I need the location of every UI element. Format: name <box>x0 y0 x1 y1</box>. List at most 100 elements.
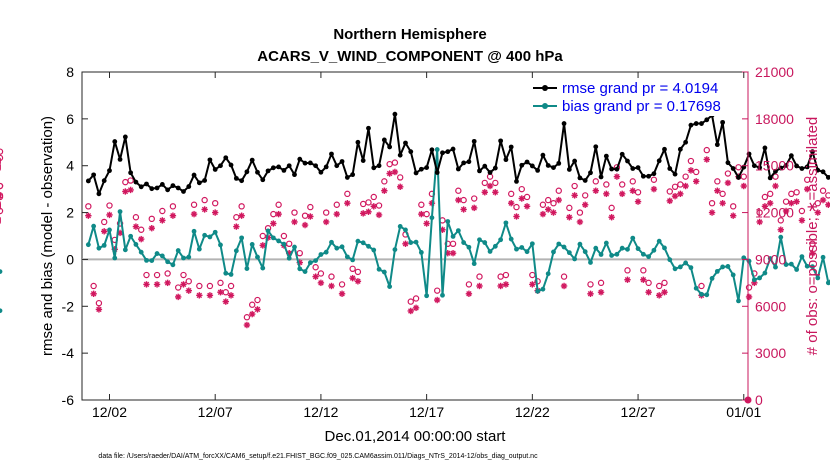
obs-assimilated-point <box>190 210 198 218</box>
y-right-tick-label: 12000 <box>755 205 794 221</box>
obs-assimilated-point <box>634 198 642 205</box>
obs-possible-point <box>196 282 203 290</box>
obs-possible-point <box>555 187 562 194</box>
bias-point <box>751 277 757 283</box>
obs-possible-point <box>793 189 800 196</box>
x-tick-label: 12/02 <box>92 404 127 420</box>
bias-point <box>445 219 451 224</box>
bias-point <box>196 246 202 252</box>
bias-point <box>503 220 509 226</box>
obs-possible-point <box>767 190 774 198</box>
obs-assimilated-point <box>301 221 309 229</box>
rmse-point <box>582 178 588 183</box>
bias-point <box>297 266 303 272</box>
bias-point <box>762 270 768 276</box>
bias-point <box>810 264 815 270</box>
obs-possible-point <box>587 281 594 288</box>
obs-assimilated-point <box>566 214 573 221</box>
rmse-point <box>265 168 271 174</box>
rmse-point <box>693 121 699 126</box>
obs-assimilated-point <box>555 196 562 204</box>
bias-point <box>730 272 736 278</box>
bias-point <box>524 249 530 255</box>
bias-point <box>344 254 350 260</box>
obs-assimilated-point <box>375 211 383 219</box>
bias-point <box>677 264 683 270</box>
bias-point <box>736 298 741 304</box>
obs-assimilated-point <box>576 218 584 226</box>
obs-assimilated-point <box>782 207 790 215</box>
rmse-point <box>445 149 451 155</box>
rmse-point <box>376 163 382 169</box>
x-axis-label: Dec.01,2014 00:00:00 start <box>325 428 507 445</box>
obs-possible-point <box>624 267 631 274</box>
obs-possible-point <box>137 226 145 233</box>
obs-possible-point <box>291 209 298 216</box>
rmse-point <box>794 163 800 169</box>
bias-point <box>339 244 345 250</box>
y-tick-label: 2 <box>66 205 74 221</box>
rmse-point <box>688 122 694 128</box>
bias-point <box>138 249 144 255</box>
bias-point <box>646 254 652 260</box>
bias-point <box>704 292 710 298</box>
bias-point <box>720 264 726 270</box>
obs-possible-point <box>201 196 208 204</box>
obs-assimilated-point <box>243 321 251 329</box>
chart-subtitle: ACARS_V_WIND_COMPONENT @ 400 hPa <box>257 48 563 65</box>
obs-assimilated-point <box>391 168 399 176</box>
obs-assimilated-point <box>708 209 716 216</box>
rmse-point <box>212 167 218 172</box>
rmse-point <box>466 159 472 165</box>
rmse-point <box>757 165 763 170</box>
bias-point <box>392 247 398 252</box>
rmse-point <box>778 165 784 171</box>
obs-possible-point <box>471 195 478 202</box>
bias-point <box>186 254 192 260</box>
obs-possible-point <box>576 209 584 216</box>
obs-possible-point <box>206 282 214 290</box>
bias-point <box>529 241 535 247</box>
obs-assimilated-point <box>804 185 811 193</box>
obs-possible-point <box>418 201 425 208</box>
obs-possible-point <box>0 148 4 155</box>
bias-point <box>281 241 287 247</box>
rmse-point <box>492 165 498 171</box>
obs-possible-point <box>434 287 441 294</box>
obs-possible-point <box>85 203 92 210</box>
obs-assimilated-point <box>164 279 171 287</box>
data-file-footer: data file: /Users/raeder/DAI/ATM_forcXX/… <box>98 453 538 460</box>
obs-possible-point <box>745 284 753 291</box>
y-tick-label: -2 <box>62 298 75 314</box>
bias-point <box>477 237 482 243</box>
rmse-point <box>825 175 830 180</box>
rmse-point <box>170 183 176 189</box>
rmse-point <box>175 185 181 191</box>
obs-possible-point <box>243 314 251 321</box>
bias-point <box>788 261 794 267</box>
rmse-point <box>773 168 778 174</box>
obs-assimilated-point <box>687 167 695 174</box>
obs-assimilated-point <box>772 182 779 190</box>
bias-point <box>244 266 250 271</box>
obs-possible-point <box>560 273 568 280</box>
rmse-point <box>107 168 112 174</box>
obs-assimilated-point <box>201 206 208 213</box>
rmse-point <box>598 174 604 180</box>
rmse-point <box>218 163 223 169</box>
obs-assimilated-point <box>238 212 245 219</box>
obs-assimilated-point <box>449 249 457 257</box>
obs-assimilated-point <box>740 182 747 190</box>
bias-point <box>540 286 546 292</box>
obs-assimilated-point <box>185 287 192 294</box>
rmse-point <box>344 175 350 180</box>
legend-bias-label: bias grand pr = 0.17698 <box>562 98 721 115</box>
obs-possible-point <box>0 182 4 190</box>
y-tick-label: -4 <box>62 345 75 361</box>
obs-assimilated-point <box>455 196 462 204</box>
rmse-point <box>572 158 578 164</box>
obs-assimilated-point <box>486 182 494 190</box>
obs-possible-point <box>365 199 372 206</box>
obs-possible-point <box>153 271 161 279</box>
rmse-point <box>112 139 118 144</box>
